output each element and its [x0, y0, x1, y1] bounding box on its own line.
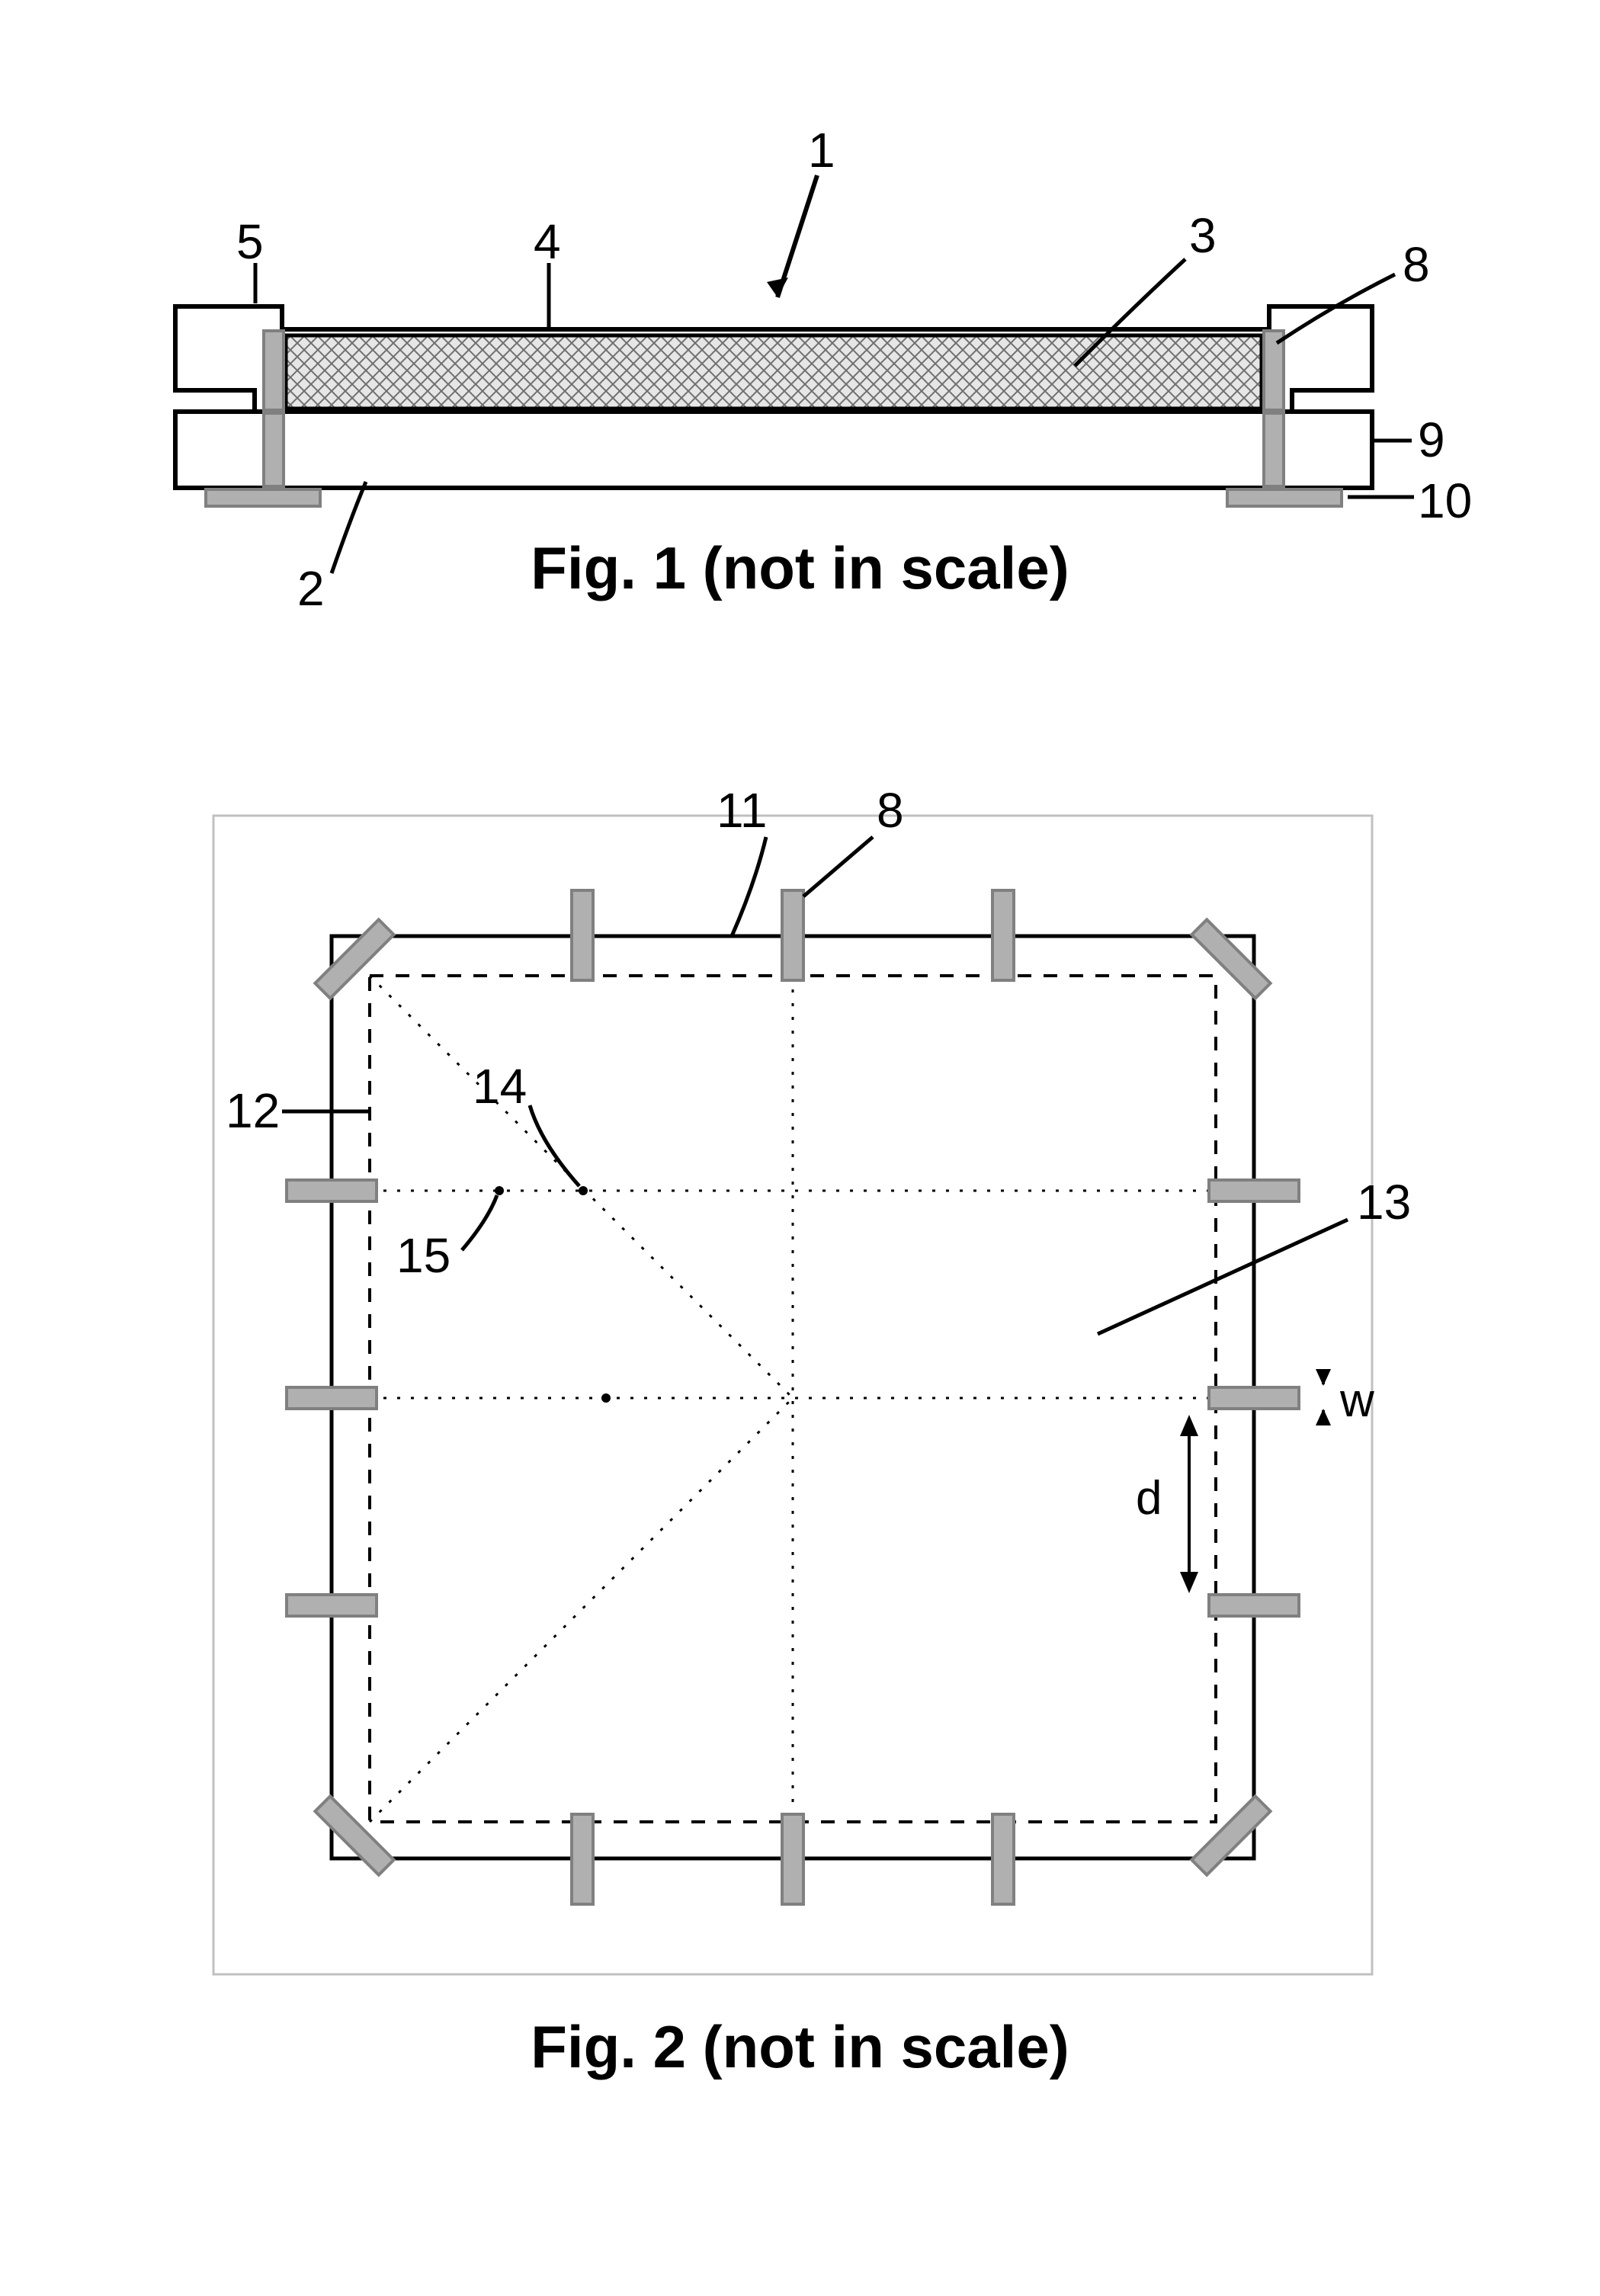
fig1-label-4: 4	[534, 213, 561, 270]
fig1-label-5: 5	[236, 213, 264, 270]
fig1-label-1: 1	[808, 122, 835, 178]
fig2-label-d: d	[1136, 1471, 1162, 1525]
fig2-label-11: 11	[717, 782, 767, 839]
fig1-label-3: 3	[1189, 207, 1217, 264]
fig1-label-8: 8	[1403, 236, 1430, 293]
fig2-svg	[183, 747, 1464, 2043]
fig2-caption: Fig. 2 (not in scale)	[0, 2012, 1600, 2082]
fig1-caption: Fig. 1 (not in scale)	[0, 534, 1600, 603]
fig2-label-w: w	[1340, 1374, 1374, 1428]
fig2-label-12: 12	[226, 1082, 280, 1139]
fig2-label-8: 8	[877, 782, 904, 839]
fig1-label-9: 9	[1418, 412, 1445, 468]
fig2-label-15: 15	[396, 1227, 451, 1284]
fig2-label-13: 13	[1357, 1174, 1411, 1230]
fig1-label-10: 10	[1418, 473, 1472, 529]
page-root: 1 5 4 3 8 9 10 2 Fig. 1 (not in scale)	[0, 0, 1600, 2296]
figure-2: 11 8 12 13 14 15 d w	[183, 747, 1464, 2043]
fig2-label-14: 14	[473, 1058, 527, 1114]
